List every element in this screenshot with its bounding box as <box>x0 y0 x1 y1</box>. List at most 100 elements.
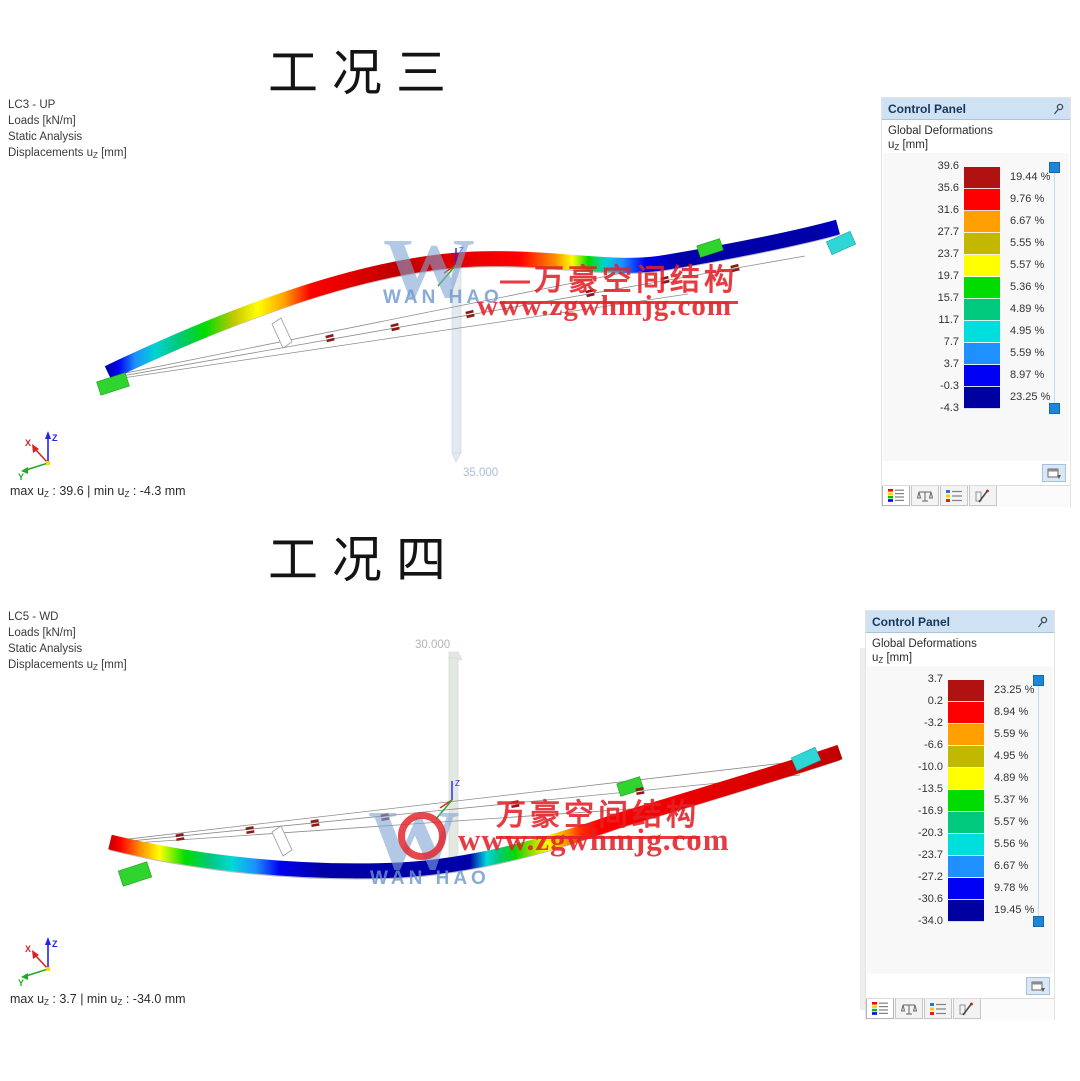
panel-tab-legend[interactable] <box>940 486 968 506</box>
case4-title: 工况四 <box>268 532 460 588</box>
color-scale: 3.7 0.2 -3.2 -6.6 -10.0 -13.5 -16.9 -20.3 -23.7 -… <box>867 673 1053 927</box>
pylon-dimension-label: 35.000 <box>463 467 498 479</box>
legend-list-icon <box>930 1002 946 1015</box>
scale-color-box[interactable] <box>948 900 984 922</box>
scale-slider-track <box>1054 167 1055 409</box>
panel-tab-extremes[interactable] <box>911 486 939 506</box>
wanhao-brand-text: WAN HAO <box>383 287 503 308</box>
scale-percent: 5.59 % <box>1010 347 1045 359</box>
scale-color-box[interactable] <box>948 878 984 900</box>
panel-tab-extremes[interactable] <box>895 999 923 1019</box>
model-viewport-case3[interactable]: 35.000 <box>0 90 880 510</box>
axes-triad-case4: Z X Y <box>18 937 58 988</box>
scale-boxes <box>948 680 984 922</box>
panel-options-icon <box>1031 981 1045 992</box>
minmax-status-case3: max uZ : 39.6 | min uZ : -4.3 mm <box>10 484 186 499</box>
svg-text:Z: Z <box>455 779 460 788</box>
scale-slider-handle-bottom[interactable] <box>1033 916 1044 927</box>
scale-color-box[interactable] <box>964 387 1000 409</box>
scale-color-box[interactable] <box>964 321 1000 343</box>
watermark-cn-text: 万豪空间结构 <box>496 790 700 839</box>
scale-slider-handle-top[interactable] <box>1049 162 1060 173</box>
scale-color-box[interactable] <box>948 790 984 812</box>
scale-value: 19.7 <box>937 270 959 282</box>
scale-color-box[interactable] <box>964 233 1000 255</box>
panel-options-button[interactable] <box>1042 464 1066 482</box>
scale-values: 39.6 35.6 31.6 27.7 23.7 19.7 15.7 11.7 7.7 3.7 -0… <box>883 160 959 414</box>
wanhao-emblem-ring <box>398 812 446 860</box>
scale-percent: 4.89 % <box>1010 303 1045 315</box>
scale-value: -20.3 <box>917 827 943 839</box>
mid-triad-case4: Z <box>435 779 460 820</box>
scale-color-box[interactable] <box>964 211 1000 233</box>
panel-tab-legend[interactable] <box>924 999 952 1019</box>
scale-color-box[interactable] <box>964 299 1000 321</box>
panel-title: Control Panel <box>872 614 951 629</box>
scale-value: -30.6 <box>917 893 943 905</box>
scale-slider-handle-bottom[interactable] <box>1049 403 1060 414</box>
scale-color-box[interactable] <box>948 746 984 768</box>
scale-value: 11.7 <box>938 314 959 326</box>
color-scale-area: 3.7 0.2 -3.2 -6.6 -10.0 -13.5 -16.9 -20.3 -23.7 -… <box>867 666 1053 974</box>
scale-color-box[interactable] <box>964 167 1000 189</box>
panel-tab-strip <box>866 998 1054 1020</box>
scale-percents: 19.44 % 9.76 % 6.67 % 5.55 % 5.57 % 5.36 % 4.8… <box>1010 167 1070 409</box>
scale-color-box[interactable] <box>948 680 984 702</box>
scale-value: 7.7 <box>943 336 959 348</box>
scale-color-box[interactable] <box>964 255 1000 277</box>
scale-color-box[interactable] <box>948 702 984 724</box>
scale-percent: 19.45 % <box>994 904 1035 916</box>
panel-tab-result-diagram[interactable] <box>953 999 981 1019</box>
watermark-cn-text: —万豪空间结构 <box>500 255 738 304</box>
scale-percent: 9.78 % <box>994 882 1029 894</box>
wanhao-logo: W <box>383 221 475 315</box>
panel-header[interactable]: Control Panel <box>882 98 1070 120</box>
result-pen-icon <box>959 1002 973 1015</box>
svg-text:Z: Z <box>52 433 58 443</box>
color-scale: 39.6 35.6 31.6 27.7 23.7 19.7 15.7 11.7 7.7 3.7 -0… <box>883 160 1070 414</box>
panel-tab-strip <box>882 485 1070 507</box>
control-panel-case4: Control Panel Global Deformations uZ [mm… <box>865 610 1055 1020</box>
svg-text:X: X <box>25 438 31 448</box>
scale-color-box[interactable] <box>948 834 984 856</box>
panel-tab-color-scale[interactable] <box>882 486 910 506</box>
panel-header[interactable]: Control Panel <box>866 611 1054 633</box>
control-panel-case3: Control Panel Global Deformations uZ [mm… <box>881 97 1071 507</box>
svg-text:Y: Y <box>18 472 24 482</box>
panel-tab-color-scale[interactable] <box>866 999 894 1019</box>
case3-result-info: LC3 - UP Loads [kN/m] Static Analysis Di… <box>8 97 127 164</box>
pin-icon[interactable] <box>1052 102 1066 116</box>
scale-color-box[interactable] <box>964 365 1000 387</box>
model-viewport-case4[interactable]: 30.000 <box>0 600 880 1015</box>
scale-percent: 9.76 % <box>1010 193 1045 205</box>
panel-tab-result-diagram[interactable] <box>969 486 997 506</box>
supports-case4 <box>117 746 822 887</box>
scale-percent: 4.95 % <box>994 750 1029 762</box>
panel-options-button[interactable] <box>1026 977 1050 995</box>
scale-color-box[interactable] <box>964 277 1000 299</box>
scale-value: -10.0 <box>917 761 943 773</box>
scale-color-box[interactable] <box>964 189 1000 211</box>
scale-color-box[interactable] <box>948 768 984 790</box>
load-case-label: LC3 - UP <box>8 99 56 111</box>
scale-color-box[interactable] <box>948 856 984 878</box>
wanhao-brand-text: WAN HAO <box>370 868 490 889</box>
scale-value: 35.6 <box>937 182 959 194</box>
deformed-deck-case4 <box>108 744 843 880</box>
svg-text:Y: Y <box>18 978 24 988</box>
scale-percent: 19.44 % <box>1010 171 1051 183</box>
pin-icon[interactable] <box>1036 615 1050 629</box>
scale-slider-handle-top[interactable] <box>1033 675 1044 686</box>
balance-scales-icon <box>901 1003 917 1015</box>
watermark-url: www.zgwhmjg.com <box>458 822 730 857</box>
scale-slider-track <box>1038 680 1039 922</box>
gusset-fin-case3 <box>271 317 293 349</box>
svg-text:X: X <box>25 944 31 954</box>
scale-color-box[interactable] <box>948 724 984 746</box>
color-scale-area: 39.6 35.6 31.6 27.7 23.7 19.7 15.7 11.7 7.7 3.7 -0… <box>883 153 1069 461</box>
svg-text:Z: Z <box>52 939 58 949</box>
scale-color-box[interactable] <box>948 812 984 834</box>
scale-percent: 5.57 % <box>994 816 1029 828</box>
scale-color-box[interactable] <box>964 343 1000 365</box>
loads-label: Loads [kN/m] <box>8 627 76 639</box>
